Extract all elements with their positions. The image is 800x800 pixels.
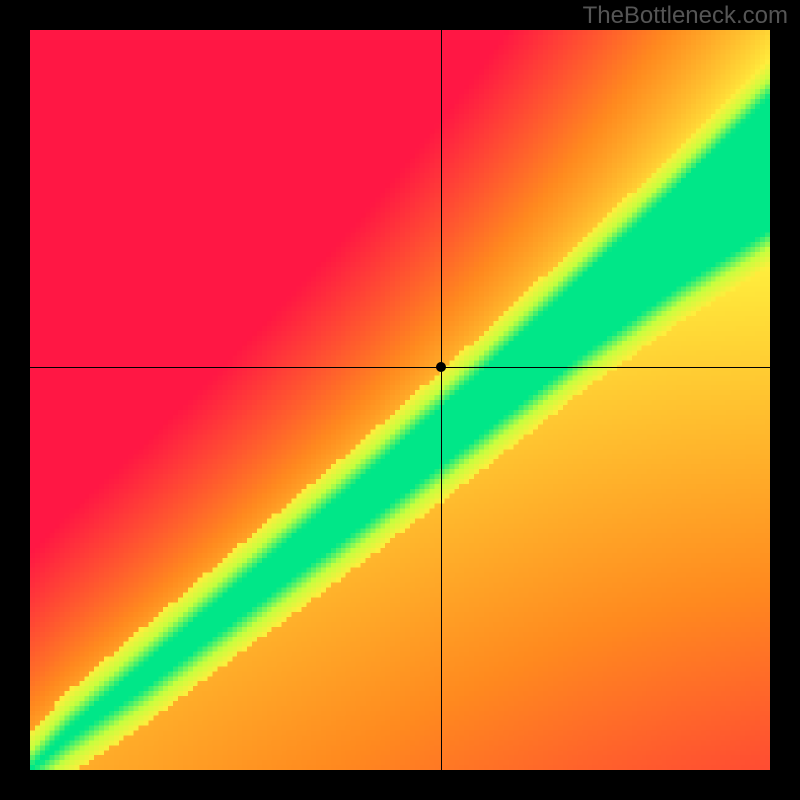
crosshair-horizontal — [30, 367, 770, 368]
chart-frame: TheBottleneck.com — [0, 0, 800, 800]
plot-area — [30, 30, 770, 770]
marker-point — [436, 362, 446, 372]
crosshair-vertical — [441, 30, 442, 770]
heatmap — [30, 30, 770, 770]
attribution-label: TheBottleneck.com — [583, 2, 788, 30]
